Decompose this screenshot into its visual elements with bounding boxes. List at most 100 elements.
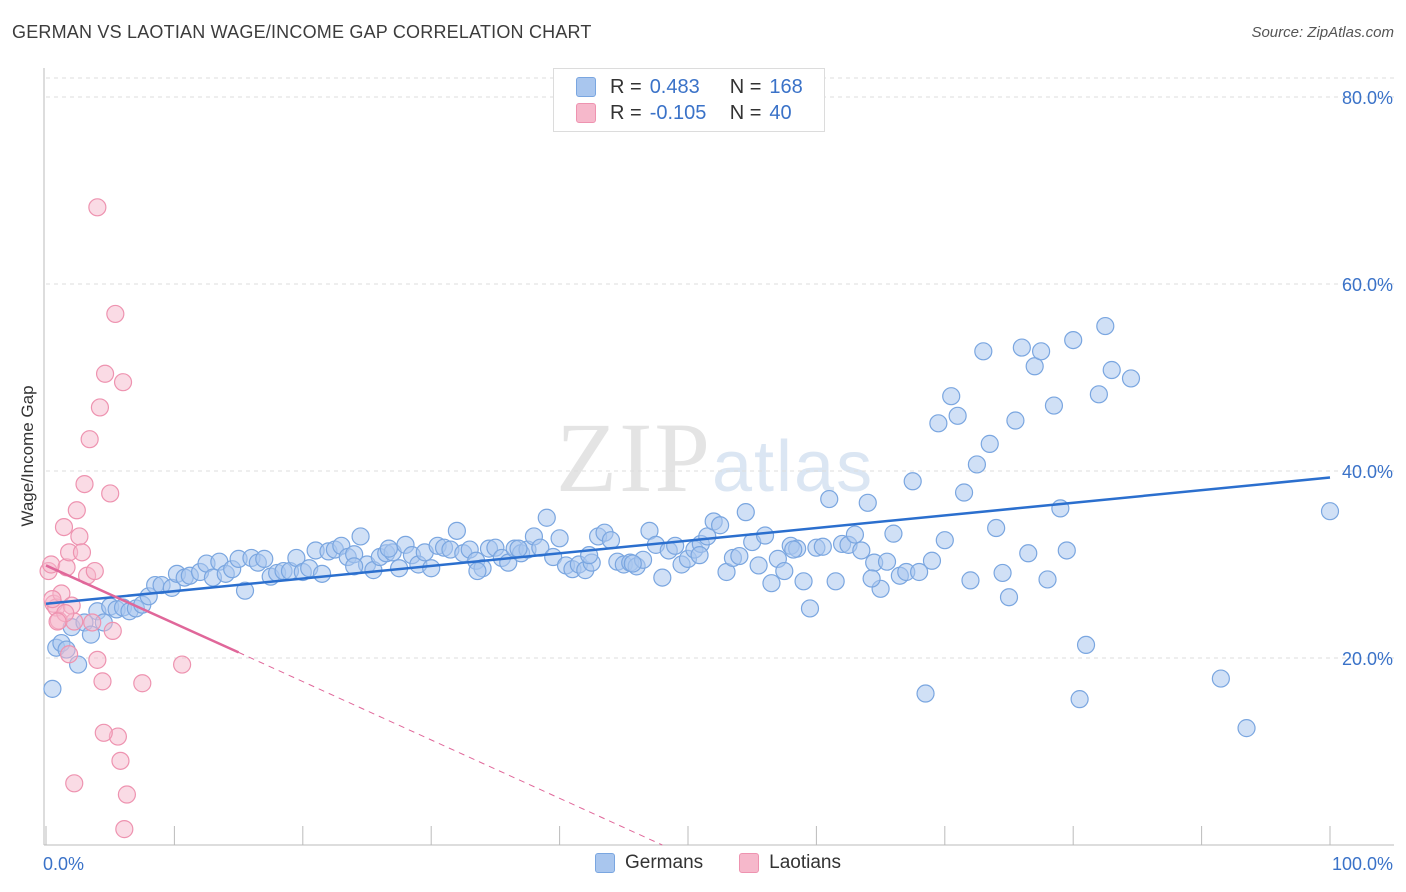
german-point: [666, 536, 685, 555]
german-point: [903, 472, 922, 491]
german-point: [1211, 669, 1230, 688]
laotian-point: [88, 198, 107, 217]
german-point: [1044, 396, 1064, 415]
series-legend: Germans Laotians: [595, 852, 877, 874]
german-point: [1320, 502, 1340, 521]
german-trend-line: [45, 476, 1331, 606]
german-point: [255, 549, 274, 568]
german-point: [235, 581, 255, 600]
legend-r-value: -0.105: [649, 101, 707, 124]
german-point: [690, 546, 709, 565]
german-point: [974, 342, 993, 361]
german-point: [1064, 331, 1083, 350]
german-point: [826, 572, 845, 591]
german-point: [916, 684, 935, 703]
laotian-point: [90, 398, 110, 417]
y-tick-label: 80.0%: [1342, 88, 1393, 108]
legend-n-value: 40: [769, 101, 792, 124]
german-point: [1031, 342, 1051, 361]
laotian-point: [65, 774, 84, 793]
german-point: [623, 554, 642, 573]
laotian-point: [173, 655, 192, 674]
laotian-point: [103, 621, 122, 640]
laotian-point: [43, 589, 62, 609]
german-point: [775, 561, 794, 581]
laotian-point: [133, 674, 152, 693]
german-point: [1089, 385, 1108, 404]
laotian-point: [48, 612, 67, 631]
laotian-legend-swatch: [739, 853, 760, 873]
german-point: [942, 387, 961, 406]
laotian-point: [83, 613, 102, 632]
y-axis-label: Wage/Income Gap: [18, 385, 37, 527]
german-point: [1076, 635, 1096, 655]
legend-r-label: R =: [610, 75, 642, 98]
german-point: [345, 557, 364, 576]
chart-title: GERMAN VS LAOTIAN WAGE/INCOME GAP CORREL…: [12, 22, 592, 42]
german-point: [800, 599, 820, 618]
y-tick-label: 20.0%: [1342, 649, 1393, 669]
german-point: [784, 540, 803, 559]
legend-n-label: N =: [729, 101, 762, 124]
laotian-swatch: [576, 103, 596, 123]
german-point: [1038, 570, 1057, 589]
legend-germans-label: Germans: [625, 852, 704, 873]
german-point: [954, 483, 974, 502]
german-point: [910, 562, 929, 582]
laotian-point: [111, 751, 130, 770]
german-legend-swatch: [595, 853, 615, 873]
legend-row-laotians: R = -0.105 N = 40: [576, 101, 792, 125]
german-point: [961, 571, 980, 590]
german-point: [794, 572, 813, 591]
x-tick-label-min: 0.0%: [43, 854, 84, 874]
german-point: [736, 503, 755, 522]
laotian-point: [88, 650, 107, 669]
german-point: [653, 568, 672, 587]
german-point: [1006, 411, 1025, 430]
german-point: [537, 508, 556, 527]
german-point: [698, 527, 717, 546]
laotian-trend-extension: [238, 651, 663, 846]
laotian-point: [72, 543, 92, 562]
german-point: [1025, 357, 1044, 376]
laotian-point: [60, 645, 79, 664]
laotian-point: [113, 373, 133, 392]
y-tick-label: 60.0%: [1342, 275, 1393, 295]
german-point: [993, 563, 1012, 583]
german-point: [1012, 338, 1031, 357]
chart-source: Source: ZipAtlas.com: [1251, 24, 1394, 41]
german-point: [858, 493, 877, 512]
laotian-point: [106, 304, 125, 324]
german-point: [1121, 369, 1141, 388]
legend-laotians-label: Laotians: [769, 852, 841, 873]
german-point: [509, 539, 528, 558]
laotian-point: [80, 430, 99, 449]
y-tick-label: 40.0%: [1342, 462, 1393, 482]
german-point: [884, 524, 903, 543]
german-point: [1057, 541, 1076, 560]
german-point: [929, 414, 948, 433]
laotian-point: [95, 364, 115, 383]
german-point: [43, 679, 62, 698]
legend-item-germans: Germans: [595, 852, 703, 874]
laotian-point: [101, 484, 120, 503]
watermark-atlas: atlas: [712, 427, 875, 507]
legend-r-value: 0.483: [649, 75, 700, 98]
german-point: [351, 527, 370, 546]
laotian-trend-line: [45, 564, 240, 654]
german-point: [422, 559, 441, 578]
german-swatch: [576, 77, 596, 97]
german-point: [312, 564, 332, 583]
german-point: [999, 588, 1019, 607]
german-point: [877, 552, 897, 571]
german-point: [749, 556, 768, 575]
german-point: [550, 529, 569, 548]
correlation-legend: R = 0.483 N = 168 R = -0.105 N = 40: [553, 68, 825, 132]
german-point: [852, 541, 871, 560]
german-point: [601, 531, 621, 550]
laotian-point: [117, 785, 136, 804]
german-point: [710, 516, 730, 535]
german-point: [987, 518, 1006, 538]
laotian-point: [75, 474, 94, 494]
